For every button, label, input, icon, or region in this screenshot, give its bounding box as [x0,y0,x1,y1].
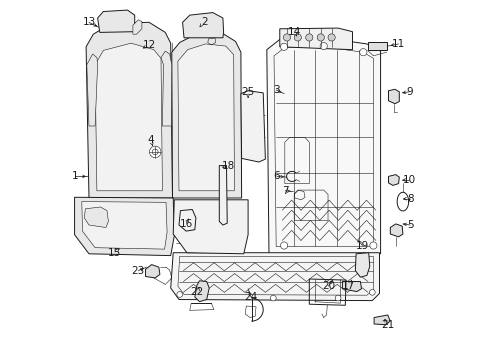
Polygon shape [219,166,227,225]
Polygon shape [170,253,379,301]
Polygon shape [133,20,142,34]
Polygon shape [75,197,174,256]
Polygon shape [98,10,134,32]
Circle shape [320,42,326,50]
Polygon shape [179,210,196,231]
Text: 6: 6 [273,171,280,181]
Polygon shape [145,265,160,278]
Circle shape [177,292,182,297]
Polygon shape [355,253,369,277]
Polygon shape [86,22,172,198]
Text: 20: 20 [321,281,334,291]
Polygon shape [182,13,223,38]
Text: 3: 3 [272,85,279,95]
Circle shape [280,43,287,50]
Text: 15: 15 [107,248,121,258]
Text: 12: 12 [142,40,155,50]
Circle shape [368,289,374,295]
Polygon shape [84,207,108,228]
Circle shape [283,34,290,41]
Text: 11: 11 [391,39,405,49]
Polygon shape [373,315,389,325]
Text: 7: 7 [281,186,288,196]
Text: 18: 18 [221,161,234,171]
Text: 9: 9 [405,87,412,97]
Text: 2: 2 [201,17,207,27]
Text: 14: 14 [287,27,300,37]
Polygon shape [161,51,171,126]
Circle shape [359,49,366,56]
Text: 8: 8 [406,194,412,204]
Text: 10: 10 [402,175,415,185]
Polygon shape [178,44,234,191]
Polygon shape [81,202,167,249]
Text: 5: 5 [406,220,412,230]
Polygon shape [241,91,265,162]
Circle shape [149,146,161,158]
Text: 16: 16 [179,219,192,229]
Text: 19: 19 [355,240,368,251]
Text: 4: 4 [147,135,154,145]
Text: 1: 1 [72,171,79,181]
Polygon shape [389,224,402,237]
Text: 17: 17 [341,281,354,291]
Circle shape [280,242,287,249]
Polygon shape [387,89,399,104]
Text: 25: 25 [241,87,254,97]
Circle shape [327,34,335,41]
Polygon shape [387,175,399,185]
Circle shape [305,34,312,41]
Polygon shape [342,282,361,292]
Polygon shape [173,200,247,254]
Circle shape [317,34,324,41]
Polygon shape [367,42,386,50]
Polygon shape [87,54,98,126]
Text: 13: 13 [82,17,96,27]
Text: 24: 24 [244,292,257,302]
Polygon shape [171,33,241,198]
Circle shape [369,242,376,249]
Polygon shape [95,43,162,191]
Polygon shape [279,28,352,50]
Text: 21: 21 [380,320,394,330]
Text: 22: 22 [190,287,203,297]
Circle shape [294,34,301,41]
Polygon shape [194,281,209,302]
Circle shape [335,295,340,301]
Polygon shape [266,38,380,254]
Circle shape [270,295,276,301]
Text: 23: 23 [131,266,144,276]
